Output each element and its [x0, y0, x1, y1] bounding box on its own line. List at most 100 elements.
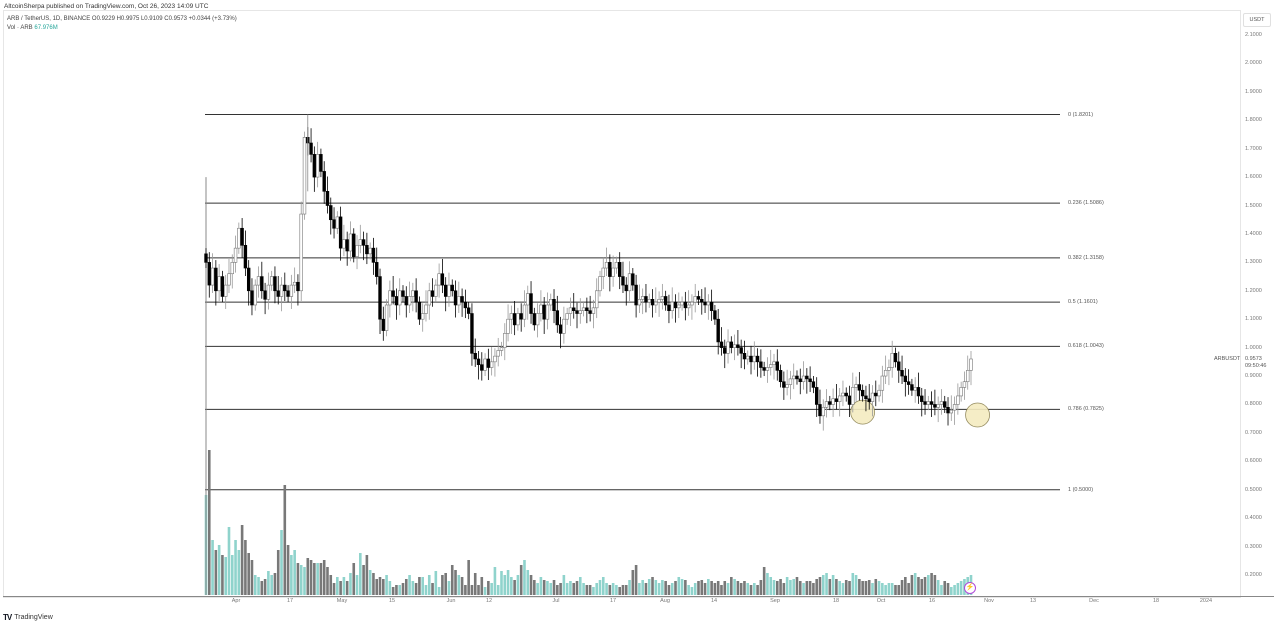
symbol-ohlc-line[interactable]: ARB / TetherUS, 1D, BINANCE O0.9229 H0.9…	[7, 16, 237, 22]
volume-bar	[322, 560, 326, 595]
time-axis[interactable]	[3, 596, 1274, 609]
candle-body	[870, 392, 875, 402]
candle-body	[916, 387, 921, 397]
price-tick: 0.5000	[1245, 486, 1262, 493]
candle-body	[315, 154, 320, 178]
candle-body	[450, 284, 454, 292]
volume-bar	[372, 573, 375, 595]
volume-bar	[867, 580, 871, 595]
volume-bar	[943, 581, 947, 595]
candlestick-chart[interactable]	[0, 0, 1240, 600]
volume-bar	[933, 575, 937, 595]
candle-body	[933, 404, 937, 408]
volume-bar	[247, 553, 250, 595]
candle-body	[378, 276, 382, 320]
volume-bar	[467, 560, 470, 595]
volume-bar	[851, 573, 855, 595]
chart-frame	[3, 10, 1241, 598]
volume-bar	[759, 580, 763, 595]
volume-bar	[956, 583, 960, 595]
volume-bar	[710, 581, 713, 595]
volume-bar	[575, 581, 579, 595]
volume-bar	[411, 581, 415, 595]
candle-body	[729, 341, 734, 348]
fib-level-label: 0.382 (1.3158)	[1068, 254, 1104, 261]
volume-bar	[536, 583, 539, 595]
fib-level-label: 1 (0.5000)	[1068, 486, 1094, 493]
volume-legend[interactable]: Vol · ARB 67.976M	[7, 24, 237, 33]
volume-bar	[730, 577, 733, 595]
candle-body	[512, 313, 517, 326]
volume-bar	[657, 583, 661, 595]
volume-bar	[904, 577, 907, 595]
price-axis[interactable]	[1240, 10, 1275, 596]
volume-bar	[526, 570, 530, 595]
volume-bar	[329, 575, 333, 595]
volume-bar	[890, 583, 894, 595]
candle-body	[466, 307, 471, 314]
lightning-event-icon[interactable]: ⚡	[964, 582, 976, 594]
volume-bar	[211, 540, 214, 595]
candle-body	[893, 353, 898, 363]
volume-bar	[237, 550, 241, 595]
candle-body	[365, 245, 369, 255]
candle-body	[788, 378, 793, 385]
volume-bar	[605, 583, 608, 595]
currency-button[interactable]: USDT	[1243, 13, 1271, 27]
candle-body	[263, 290, 267, 300]
fib-level-label: 0.236 (1.5086)	[1068, 200, 1104, 207]
candle-body	[496, 350, 500, 357]
volume-bar	[687, 585, 690, 595]
volume-bar	[519, 565, 523, 595]
candle-body	[578, 310, 582, 314]
candle-body	[946, 407, 950, 414]
tv-mark-icon: TV	[3, 613, 12, 622]
volume-bar	[664, 581, 667, 595]
candle-body	[614, 262, 619, 269]
time-tick: Sep	[770, 598, 780, 604]
candle-body	[276, 290, 280, 297]
volume-bar	[670, 583, 674, 595]
volume-bar	[227, 527, 231, 595]
candle-body	[621, 276, 625, 286]
volume-bar	[444, 573, 447, 595]
candle-body	[716, 318, 720, 343]
time-tick: Dec	[1089, 598, 1099, 604]
volume-bar	[825, 573, 828, 595]
candle-body	[920, 395, 924, 402]
volume-bar	[339, 581, 342, 595]
volume-bar	[624, 585, 628, 595]
volume-bar	[588, 585, 592, 595]
candle-body	[312, 154, 317, 178]
volume-bar	[802, 583, 805, 595]
volume-bar	[427, 575, 431, 595]
volume-bar	[244, 540, 247, 595]
candle-body	[329, 205, 333, 221]
volume-bar	[572, 583, 576, 595]
volume-bar	[276, 550, 280, 595]
brand-name: TradingView	[14, 614, 53, 621]
candle-body	[673, 301, 678, 309]
candle-body	[775, 361, 779, 371]
candle-body	[404, 296, 408, 306]
volume-bar	[644, 583, 648, 595]
candle-body	[880, 375, 885, 391]
volume-bar	[316, 563, 319, 595]
volume-bar	[273, 573, 277, 595]
candle-body	[910, 384, 914, 391]
volume-bar	[795, 577, 799, 595]
candle-body	[506, 318, 510, 334]
volume-bar	[628, 580, 631, 595]
volume-bar	[716, 581, 720, 595]
candle-body	[204, 253, 208, 263]
last-price-symbol: ARBUSDT	[1214, 356, 1241, 362]
highlight-circle	[965, 402, 990, 428]
volume-bar	[680, 579, 684, 595]
volume-bar	[457, 575, 461, 595]
candle-body	[483, 358, 487, 371]
volume-bar	[743, 581, 746, 595]
candle-body	[237, 227, 241, 249]
volume-bar	[516, 575, 520, 595]
candle-body	[342, 239, 346, 249]
candle-body	[398, 290, 402, 306]
